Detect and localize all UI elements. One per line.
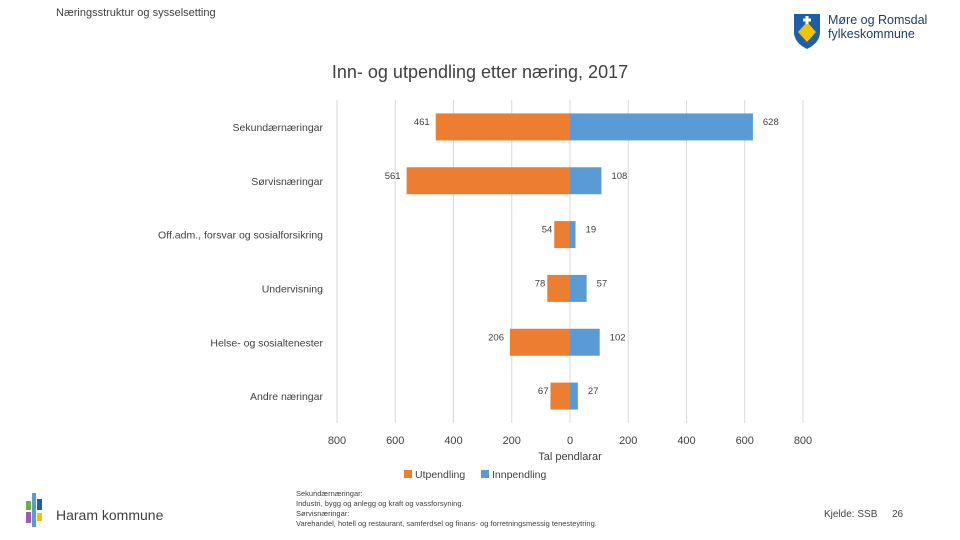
bar-utpendling — [550, 382, 570, 410]
x-tick-label: 600 — [736, 435, 754, 447]
bar-utpendling — [547, 274, 570, 302]
x-tick-label: 200 — [503, 435, 521, 447]
x-tick-label: 800 — [328, 435, 346, 447]
data-label-innpendling: 108 — [611, 171, 627, 182]
legend-label-utpendling: Utpendling — [415, 469, 465, 481]
bar-innpendling — [570, 167, 602, 195]
bar-innpendling — [570, 382, 578, 410]
source-label: Kjelde: SSB — [824, 509, 878, 520]
data-label-innpendling: 628 — [763, 117, 779, 128]
bar-innpendling — [570, 221, 576, 249]
data-label-innpendling: 102 — [610, 332, 626, 343]
x-tick-label: 0 — [567, 435, 573, 447]
data-label-innpendling: 19 — [586, 225, 597, 236]
logo-line-2: fylkeskommune — [828, 27, 915, 41]
x-tick-label: 400 — [444, 435, 462, 447]
legend-swatch-utpendling — [404, 470, 412, 478]
data-label-utpendling: 54 — [542, 225, 553, 236]
data-label-utpendling: 67 — [538, 386, 549, 397]
note-line-2: Industri, bygg og anlegg og kraft og vas… — [296, 499, 464, 508]
page-number: 26 — [892, 509, 904, 520]
data-label-utpendling: 561 — [385, 171, 401, 182]
x-axis-title: Tal pendlarar — [538, 451, 602, 463]
bar-innpendling — [570, 113, 753, 141]
x-tick-label: 200 — [619, 435, 637, 447]
chart-title: Inn- og utpendling etter næring, 2017 — [331, 62, 629, 82]
category-label: Off.adm., forsvar og sosialforsikring — [158, 230, 323, 242]
note-line-4: Varehandel, hotell og restaurant, samfer… — [296, 519, 597, 528]
category-label: Undervisning — [262, 283, 323, 295]
municipality-name: Haram kommune — [56, 507, 164, 523]
note-line-1: Sekundærnæringar: — [296, 489, 363, 498]
legend-label-innpendling: Innpendling — [492, 469, 546, 481]
category-label: Sekundærnæringar — [233, 122, 324, 134]
category-label: Sørvisnæringar — [251, 176, 323, 188]
data-label-utpendling: 461 — [414, 117, 430, 128]
county-crest-icon — [794, 14, 820, 49]
category-label: Helse- og sosialtenester — [210, 337, 323, 349]
data-label-utpendling: 78 — [535, 278, 546, 289]
municipality-logo-icon — [26, 493, 42, 527]
data-label-innpendling: 57 — [597, 278, 608, 289]
note-line-3: Sørvisnæringar: — [296, 509, 350, 518]
data-label-innpendling: 27 — [588, 386, 599, 397]
x-tick-label: 600 — [386, 435, 404, 447]
bar-utpendling — [554, 221, 570, 249]
bar-innpendling — [570, 328, 600, 356]
bar-utpendling — [406, 167, 570, 195]
bar-utpendling — [435, 113, 570, 141]
bar-innpendling — [570, 274, 587, 302]
x-tick-label: 800 — [794, 435, 812, 447]
legend-swatch-innpendling — [481, 470, 489, 478]
data-label-utpendling: 206 — [488, 332, 504, 343]
logo-line-1: Møre og Romsdal — [828, 13, 928, 27]
x-tick-label: 400 — [677, 435, 695, 447]
category-label: Andre næringar — [250, 391, 323, 403]
bar-utpendling — [510, 328, 570, 356]
chart-notes: Sekundærnæringar: Industri, bygg og anle… — [296, 489, 597, 529]
county-logo: Møre og Romsdal fylkeskommune — [792, 12, 932, 54]
section-label: Næringsstruktur og sysselsetting — [56, 7, 216, 19]
